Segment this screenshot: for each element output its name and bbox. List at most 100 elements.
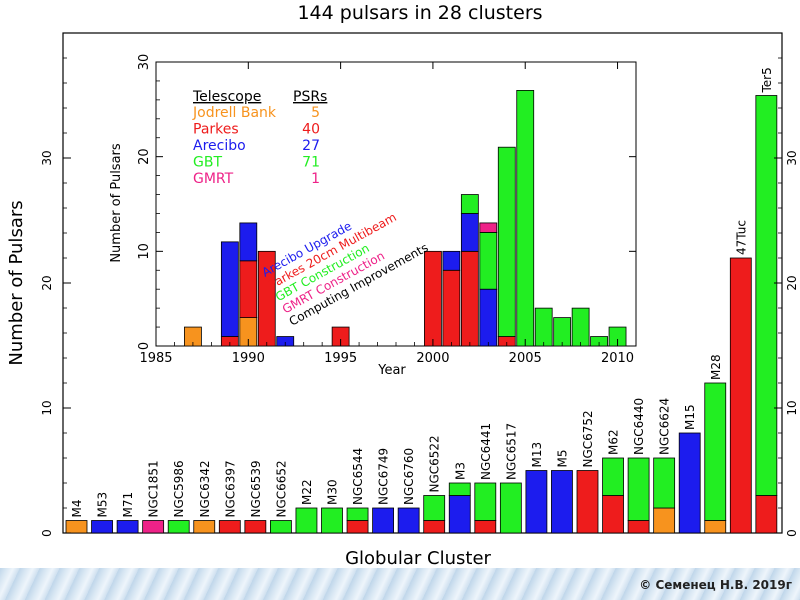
- bar-m4-jodrell-bank: [65, 520, 88, 534]
- main-y-tick-label-right-30: 30: [785, 150, 799, 165]
- bar-ngc6522-parkes: [423, 520, 446, 534]
- bar-ngc6342-jodrell-bank: [193, 520, 216, 534]
- legend-name-arecibo: Arecibo: [193, 138, 246, 154]
- bar-ngc6440-parkes: [627, 520, 650, 534]
- bar-ngc6760-arecibo: [397, 507, 420, 534]
- bar-ngc1851-gmrt: [142, 520, 165, 534]
- inset-axes-group: 1985 1990 1995 2000 2005 2010 0 10 20 30: [137, 54, 636, 366]
- category-label-ngc6539: NGC6539: [249, 460, 263, 517]
- inset-bar-2007-gbt: [553, 317, 572, 347]
- category-label-ngc6752: NGC6752: [581, 410, 595, 467]
- category-label-ngc6397: NGC6397: [223, 460, 237, 517]
- inset-x-axis-label: Year: [377, 363, 406, 378]
- bar-47tuc-parkes: [729, 257, 752, 534]
- bar-m62-gbt: [602, 457, 624, 496]
- bar-ngc6441-gbt: [474, 482, 497, 521]
- category-label-m71: M71: [121, 492, 135, 518]
- inset-y-tick-label-30: 30: [137, 54, 152, 71]
- category-label-ter5: Ter5: [760, 67, 774, 93]
- main-bars-group: [65, 95, 778, 534]
- inset-bar-2001-parkes: [442, 269, 461, 347]
- category-label-47tuc: 47Tuc: [734, 220, 748, 255]
- category-label-m4: M4: [70, 500, 84, 518]
- category-label-ngc1851: NGC1851: [147, 460, 161, 517]
- bar-ngc6752-parkes: [576, 470, 599, 534]
- legend-title-psrs: PSRs: [293, 89, 327, 105]
- bar-ngc6544-parkes: [346, 520, 369, 534]
- legend-name-parkes: Parkes: [193, 122, 239, 138]
- inset-bar-2005-gbt: [516, 90, 535, 347]
- legend-name-jodrell-bank: Jodrell Bank: [192, 105, 277, 121]
- inset-bar-2002-arecibo: [460, 213, 479, 252]
- bar-ngc6522-gbt: [423, 495, 446, 521]
- inset-x-tick-label-2005: 2005: [509, 351, 542, 366]
- bar-ngc5986-gbt: [167, 520, 190, 534]
- pulsar-chart-figure: 144 pulsars in 28 clusters M4 M53 M71 NGC18…: [6, 2, 799, 568]
- inset-bar-1990-parkes: [239, 260, 258, 318]
- category-label-ngc6624: NGC6624: [658, 398, 672, 455]
- inset-bar-2003-gbt: [479, 231, 498, 290]
- category-label-ngc6749: NGC6749: [377, 448, 391, 505]
- category-label-ngc6652: NGC6652: [274, 460, 288, 517]
- bar-ter5-parkes: [755, 495, 778, 534]
- bar-ter5-gbt: [755, 95, 778, 496]
- bar-ngc6517-gbt: [499, 482, 522, 534]
- footer-decorative-bar: [0, 568, 800, 600]
- inset-x-tick-label-2010: 2010: [601, 351, 634, 366]
- bar-m28-gbt: [704, 382, 727, 521]
- legend-count-gmrt: 1: [311, 171, 320, 187]
- category-label-ngc6342: NGC6342: [198, 460, 212, 517]
- legend-count-jodrell-bank: 5: [311, 105, 320, 121]
- legend-name-gmrt: GMRT: [193, 171, 234, 187]
- bar-m53-arecibo: [91, 520, 113, 534]
- inset-y-tick-label-20: 20: [137, 148, 152, 165]
- bar-ngc6652-gbt: [269, 520, 292, 534]
- legend-title-telescope: Telescope: [192, 89, 261, 105]
- bar-m28-jodrell-bank: [704, 520, 727, 534]
- inset-x-tick-label-2000: 2000: [416, 351, 449, 366]
- bar-ngc6624-gbt: [653, 457, 676, 509]
- category-label-ngc6522: NGC6522: [428, 435, 442, 492]
- bar-m5-arecibo: [551, 470, 573, 534]
- category-label-m3: M3: [453, 462, 467, 480]
- bar-ngc6624-jodrell-bank: [653, 507, 676, 534]
- main-y-axis-label: Number of Pulsars: [6, 200, 27, 365]
- bar-ngc6397-parkes: [218, 520, 241, 534]
- inset-bar-2006-gbt: [534, 307, 553, 347]
- bar-m15-arecibo: [678, 432, 701, 534]
- bar-m3-gbt: [448, 482, 471, 496]
- category-label-m13: M13: [530, 442, 544, 468]
- category-label-ngc5986: NGC5986: [172, 460, 186, 517]
- main-y-tick-label-right-10: 10: [785, 400, 799, 415]
- bar-m22-gbt: [295, 507, 318, 534]
- category-label-ngc6544: NGC6544: [351, 448, 365, 505]
- category-label-ngc6440: NGC6440: [632, 398, 646, 455]
- bar-m30-gbt: [321, 507, 343, 534]
- inset-x-tick-label-1985: 1985: [139, 351, 172, 366]
- bar-ngc6440-gbt: [627, 457, 650, 521]
- inset-bar-2002-parkes: [460, 250, 479, 347]
- legend-count-arecibo: 27: [302, 138, 320, 154]
- main-y-tick-label-right-20: 20: [785, 275, 799, 290]
- inset-bar-1989-arecibo: [220, 241, 239, 337]
- main-y-tick-label-left-0: 0: [40, 529, 54, 537]
- legend-name-gbt: GBT: [193, 155, 222, 171]
- inset-bar-2002-gbt: [460, 194, 479, 214]
- legend-count-gbt: 71: [302, 155, 320, 171]
- inset-y-axis-label: Number of Pulsars: [109, 143, 124, 263]
- chart-title: 144 pulsars in 28 clusters: [297, 2, 542, 24]
- category-labels-group: M4 M53 M71 NGC1851 NGC5986 NGC6342 NGC6397 NGC6…: [70, 67, 774, 517]
- inset-y-tick-label-10: 10: [137, 243, 152, 260]
- bar-ngc6441-parkes: [474, 520, 497, 534]
- inset-y-tick-label-0: 0: [137, 342, 152, 350]
- inset-bar-2003-arecibo: [479, 288, 498, 347]
- category-label-m30: M30: [326, 479, 340, 505]
- main-y-tick-label-left-10: 10: [40, 400, 54, 415]
- category-label-m22: M22: [300, 479, 314, 505]
- main-y-tick-label-right-0: 0: [785, 529, 799, 537]
- category-label-ngc6517: NGC6517: [504, 423, 518, 480]
- main-x-axis-label: Globular Cluster: [345, 548, 491, 568]
- bar-m62-parkes: [602, 495, 624, 534]
- bar-m71-arecibo: [116, 520, 139, 534]
